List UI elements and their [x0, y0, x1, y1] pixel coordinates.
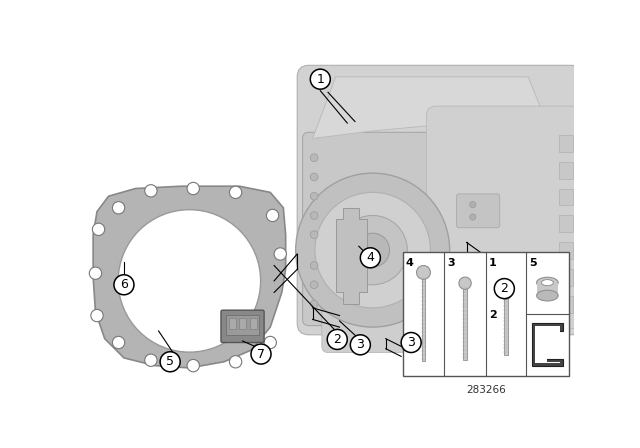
Text: 1: 1: [489, 258, 497, 268]
FancyBboxPatch shape: [303, 132, 450, 326]
Circle shape: [113, 336, 125, 349]
Polygon shape: [532, 323, 563, 366]
Circle shape: [145, 354, 157, 366]
Bar: [422, 278, 426, 361]
Circle shape: [417, 266, 431, 280]
Bar: [559, 269, 573, 286]
Polygon shape: [312, 77, 543, 138]
Circle shape: [494, 279, 515, 299]
Circle shape: [310, 262, 318, 269]
Circle shape: [266, 209, 279, 222]
Circle shape: [160, 352, 180, 372]
Circle shape: [310, 231, 318, 238]
Bar: [504, 298, 508, 354]
Circle shape: [187, 182, 200, 195]
Circle shape: [91, 310, 103, 322]
Text: 283266: 283266: [466, 385, 506, 395]
Circle shape: [470, 214, 476, 220]
Circle shape: [459, 277, 471, 289]
Circle shape: [145, 185, 157, 197]
Circle shape: [230, 186, 242, 198]
FancyBboxPatch shape: [456, 194, 500, 228]
Circle shape: [350, 335, 371, 355]
Circle shape: [230, 356, 242, 368]
Circle shape: [315, 192, 431, 308]
Text: 3: 3: [407, 336, 415, 349]
Ellipse shape: [541, 280, 554, 286]
Bar: [403, 252, 569, 375]
Circle shape: [356, 233, 390, 267]
Text: 2: 2: [500, 282, 508, 295]
FancyBboxPatch shape: [322, 286, 550, 353]
Bar: [250, 318, 257, 329]
Circle shape: [327, 329, 348, 349]
Polygon shape: [93, 186, 285, 368]
Polygon shape: [535, 326, 560, 363]
Text: 6: 6: [120, 278, 128, 291]
FancyBboxPatch shape: [221, 310, 264, 343]
Text: 1: 1: [316, 73, 324, 86]
Bar: [239, 318, 246, 329]
Text: 5: 5: [529, 258, 536, 268]
Bar: [228, 318, 236, 329]
Circle shape: [310, 69, 330, 89]
Circle shape: [500, 289, 511, 299]
Text: 3: 3: [356, 338, 364, 351]
Circle shape: [264, 336, 276, 349]
Text: 7: 7: [257, 348, 265, 361]
FancyBboxPatch shape: [297, 65, 582, 335]
Bar: [559, 242, 573, 259]
Circle shape: [310, 173, 318, 181]
Circle shape: [113, 202, 125, 214]
Circle shape: [114, 275, 134, 295]
Text: 4: 4: [367, 251, 374, 264]
Bar: [559, 162, 573, 178]
Circle shape: [401, 332, 421, 353]
Bar: [225, 315, 259, 335]
Circle shape: [310, 281, 318, 289]
Circle shape: [360, 248, 380, 268]
Text: 3: 3: [447, 258, 455, 268]
Text: 5: 5: [166, 355, 174, 368]
Bar: [559, 296, 573, 313]
FancyBboxPatch shape: [427, 106, 580, 329]
Ellipse shape: [118, 210, 260, 352]
Bar: [559, 189, 573, 206]
Circle shape: [310, 211, 318, 220]
Circle shape: [470, 202, 476, 208]
Text: 2: 2: [489, 310, 497, 320]
Text: 2: 2: [333, 333, 341, 346]
Polygon shape: [336, 208, 367, 304]
Circle shape: [338, 215, 407, 285]
Circle shape: [310, 300, 318, 308]
Bar: [463, 288, 467, 360]
Circle shape: [92, 223, 105, 236]
Text: 4: 4: [406, 258, 413, 268]
Circle shape: [90, 267, 102, 280]
Circle shape: [310, 192, 318, 200]
Bar: [536, 283, 558, 296]
Circle shape: [274, 248, 287, 260]
Bar: [559, 134, 573, 151]
Circle shape: [251, 344, 271, 364]
Ellipse shape: [536, 277, 558, 288]
Bar: [559, 215, 573, 233]
Circle shape: [187, 359, 200, 372]
Circle shape: [296, 173, 450, 327]
Circle shape: [310, 154, 318, 162]
Ellipse shape: [536, 290, 558, 301]
